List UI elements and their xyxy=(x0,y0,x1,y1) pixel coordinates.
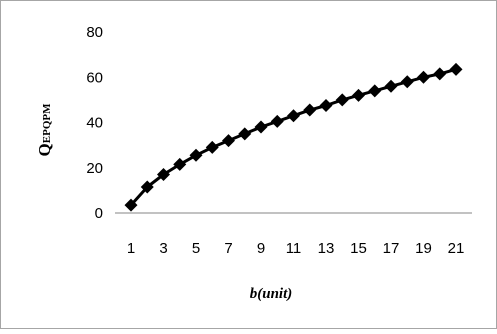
x-axis-label-unit: (unit) xyxy=(257,286,292,302)
data-point-marker xyxy=(449,62,463,76)
data-point-marker xyxy=(222,134,235,148)
y-axis-label-sub: EPQPM xyxy=(41,103,53,143)
plot-area xyxy=(115,62,472,214)
data-point-marker xyxy=(352,88,365,102)
y-tick-label: 40 xyxy=(86,115,103,132)
x-tick-label: 19 xyxy=(415,240,432,257)
data-point-marker xyxy=(417,70,430,84)
y-axis-label-main: Q xyxy=(35,143,54,156)
x-tick-label: 5 xyxy=(192,240,200,257)
x-tick-label: 21 xyxy=(448,240,465,257)
data-point-marker xyxy=(433,67,447,81)
data-point-marker xyxy=(335,93,349,107)
x-tick-label: 3 xyxy=(159,240,167,257)
y-tick-label: 80 xyxy=(86,24,103,41)
data-point-marker xyxy=(287,109,300,123)
data-point-marker xyxy=(205,140,219,154)
x-tick-label: 11 xyxy=(286,240,302,257)
data-point-marker xyxy=(319,99,333,113)
y-tick-label: 0 xyxy=(95,205,103,222)
data-point-marker xyxy=(303,103,317,117)
x-axis-tick-labels: 1 3 5 7 9 11 13 15 17 19 21 xyxy=(127,240,465,257)
data-point-marker xyxy=(173,157,187,171)
x-tick-label: 15 xyxy=(350,240,367,257)
x-tick-label: 7 xyxy=(224,240,232,257)
data-point-marker xyxy=(238,127,252,141)
x-axis-label: b(unit) xyxy=(250,286,293,302)
data-point-marker xyxy=(157,168,170,182)
data-point-marker xyxy=(400,75,414,89)
y-tick-label: 20 xyxy=(86,160,103,177)
data-point-marker xyxy=(124,198,138,212)
y-axis-label: QEPQPM xyxy=(35,103,54,157)
data-point-marker xyxy=(189,148,203,162)
x-tick-label: 17 xyxy=(383,240,400,257)
y-axis-tick-labels: 0 20 40 60 80 xyxy=(86,24,103,222)
x-tick-label: 1 xyxy=(127,240,135,257)
x-axis-label-main: b xyxy=(250,286,258,302)
data-point-marker xyxy=(270,114,284,128)
data-point-marker xyxy=(384,79,398,93)
x-tick-label: 13 xyxy=(318,240,335,257)
y-tick-label: 60 xyxy=(86,69,103,86)
data-point-marker xyxy=(254,120,268,134)
data-point-marker xyxy=(140,180,154,194)
data-point-marker xyxy=(368,84,382,98)
x-tick-label: 9 xyxy=(257,240,265,257)
